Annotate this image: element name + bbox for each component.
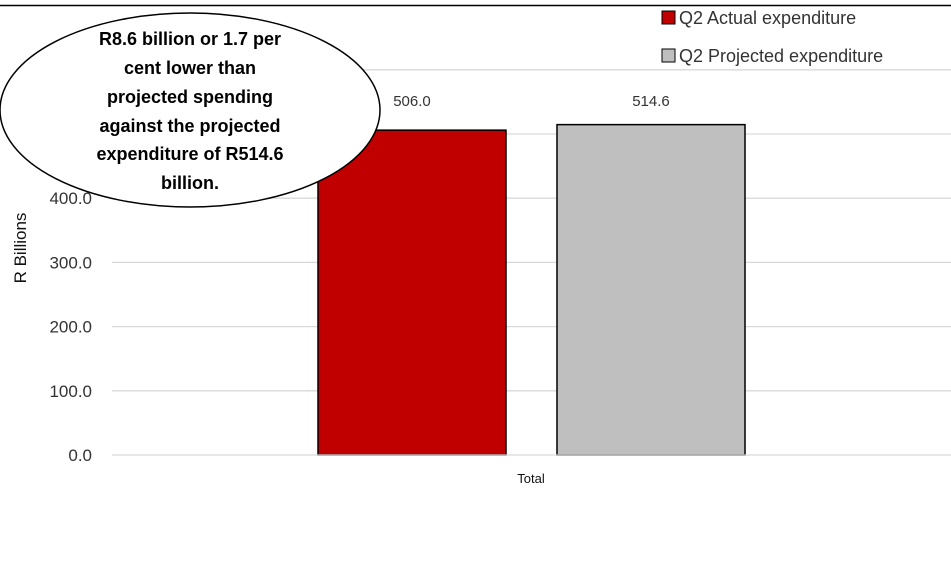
y-axis-label: R Billions <box>11 213 30 284</box>
y-axis-ticks: 0.0 100.0 200.0 300.0 400.0 <box>49 189 92 465</box>
annotation-line: cent lower than <box>124 58 256 78</box>
x-axis-ticks: Total <box>517 471 545 486</box>
annotation-line: against the projected <box>99 116 280 136</box>
y-tick-label: 100.0 <box>49 382 92 401</box>
annotation-ellipse <box>0 12 381 208</box>
data-label: 506.0 <box>393 93 431 110</box>
legend-label: Q2 Actual expenditure <box>679 8 856 28</box>
bars <box>317 123 746 456</box>
annotation-text: R8.6 billion or 1.7 per cent lower than pr… <box>96 29 283 193</box>
y-tick-label: 400.0 <box>49 189 92 208</box>
legend: Q2 Actual expenditure Q2 Projected expend… <box>661 8 883 66</box>
data-labels: 506.0 514.6 <box>393 93 670 110</box>
annotation-line: billion. <box>161 173 219 193</box>
data-label: 514.6 <box>632 93 670 110</box>
legend-label: Q2 Projected expenditure <box>679 46 883 66</box>
legend-swatch <box>661 10 676 25</box>
bar-actual <box>317 129 507 456</box>
annotation-line: expenditure of R514.6 <box>96 144 283 164</box>
y-tick-label: 200.0 <box>49 318 92 337</box>
y-tick-label: 300.0 <box>49 253 92 272</box>
legend-swatch <box>661 48 676 63</box>
x-tick-label: Total <box>517 471 545 486</box>
annotation-callout: R8.6 billion or 1.7 per cent lower than pr… <box>0 12 381 208</box>
annotation-line: R8.6 billion or 1.7 per <box>99 29 281 49</box>
bar-projected <box>556 123 746 456</box>
y-tick-label: 0.0 <box>68 446 92 465</box>
annotation-line: projected spending <box>107 87 273 107</box>
